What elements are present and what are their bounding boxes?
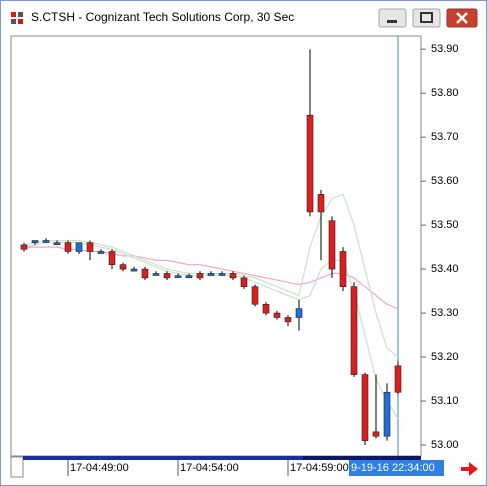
candle-body (207, 273, 215, 276)
y-tick-label: 53.10 (431, 395, 459, 407)
candle-body (53, 242, 61, 246)
y-tick-label: 53.50 (431, 219, 459, 231)
chart: 53.00 53.10 53.20 53.30 53.40 53.50 53.60 53.70… (10, 35, 478, 478)
y-tick-label: 53.90 (431, 43, 459, 55)
cursor-label-text: 9-19-16 22:34:00 (351, 462, 435, 474)
x-tick-label: 17-04:54:00 (180, 462, 239, 474)
maximize-button[interactable] (412, 8, 441, 28)
close-button[interactable] (446, 8, 478, 28)
minimize-button[interactable] (378, 8, 407, 28)
candle-body (295, 308, 303, 318)
x-tick-label: 17-04:59:00 (290, 462, 349, 474)
y-tick-label: 53.40 (431, 263, 459, 275)
candle-body (361, 374, 369, 441)
title-bar: S.CTSH - Cognizant Tech Solutions Corp, … (1, 1, 486, 33)
candle-body (251, 286, 259, 305)
candle-body (229, 273, 237, 279)
y-tick-label: 53.00 (431, 439, 459, 451)
candle-body (383, 391, 391, 437)
candle-body (328, 220, 336, 270)
candle-body (86, 242, 94, 252)
app-icon (18, 12, 23, 17)
window-title: S.CTSH - Cognizant Tech Solutions Corp, … (31, 10, 295, 24)
scrollbar-track[interactable] (303, 456, 421, 460)
app-icon (18, 19, 23, 24)
candle-body (130, 268, 138, 272)
app-icon (11, 19, 16, 24)
scroll-box[interactable] (10, 456, 24, 478)
y-tick-label: 53.80 (431, 87, 459, 99)
moving-average-line (24, 246, 399, 310)
candle-body (339, 251, 347, 287)
candle-body (262, 303, 270, 314)
candle-body (119, 264, 127, 270)
y-tick-label: 53.20 (431, 351, 459, 363)
scroll-right-arrow[interactable] (461, 462, 478, 476)
candle-body (174, 275, 182, 278)
candle-body (20, 244, 28, 250)
candle-body (306, 114, 314, 213)
app-icon (11, 12, 16, 17)
y-tick-label: 53.60 (431, 175, 459, 187)
x-tick-label: 17-04:49:00 (70, 462, 129, 474)
candle-body (141, 268, 149, 279)
candle-body (31, 240, 39, 244)
candle-body (152, 273, 160, 276)
candle-body (75, 242, 83, 252)
candle-body (240, 277, 248, 287)
candle-body (372, 431, 380, 437)
candle-body (273, 312, 281, 318)
title-bar-icons (11, 8, 478, 28)
candle-body (185, 275, 193, 278)
candle-body (394, 365, 402, 393)
cursor-label: 9-19-16 22:34:00 (349, 460, 444, 476)
candle-body (284, 317, 292, 323)
candle-body (317, 194, 325, 213)
candle-body (97, 251, 105, 254)
candle-body (163, 273, 171, 279)
candle-body (350, 286, 358, 375)
candle-body (196, 273, 204, 279)
scrollbar-thumb[interactable] (23, 456, 303, 460)
candle-body (108, 251, 116, 265)
y-tick-label: 53.30 (431, 307, 459, 319)
cursor-label-bg (349, 460, 444, 476)
candle-body (218, 273, 226, 276)
candle-body (42, 240, 50, 243)
candle-body (64, 242, 72, 252)
y-tick-label: 53.70 (431, 131, 459, 143)
